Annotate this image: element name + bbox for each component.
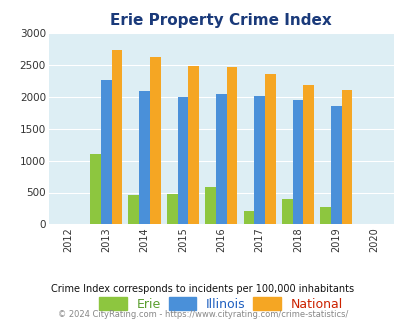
Legend: Erie, Illinois, National: Erie, Illinois, National — [94, 292, 347, 315]
Bar — [292, 100, 303, 224]
Text: Crime Index corresponds to incidents per 100,000 inhabitants: Crime Index corresponds to incidents per… — [51, 284, 354, 294]
Bar — [100, 80, 111, 224]
Bar — [111, 50, 122, 224]
Bar — [205, 187, 215, 224]
Bar — [281, 199, 292, 224]
Bar — [341, 90, 352, 224]
Bar — [215, 94, 226, 224]
Text: © 2024 CityRating.com - https://www.cityrating.com/crime-statistics/: © 2024 CityRating.com - https://www.city… — [58, 310, 347, 319]
Bar — [303, 85, 313, 224]
Bar — [264, 74, 275, 224]
Bar — [166, 194, 177, 224]
Bar — [177, 97, 188, 224]
Bar — [188, 66, 198, 224]
Bar — [139, 91, 149, 224]
Bar — [330, 106, 341, 224]
Bar — [90, 154, 100, 224]
Bar — [226, 67, 237, 224]
Bar — [254, 95, 264, 224]
Title: Erie Property Crime Index: Erie Property Crime Index — [110, 13, 331, 28]
Bar — [128, 195, 139, 224]
Bar — [320, 207, 330, 224]
Bar — [243, 211, 254, 224]
Bar — [149, 57, 160, 224]
